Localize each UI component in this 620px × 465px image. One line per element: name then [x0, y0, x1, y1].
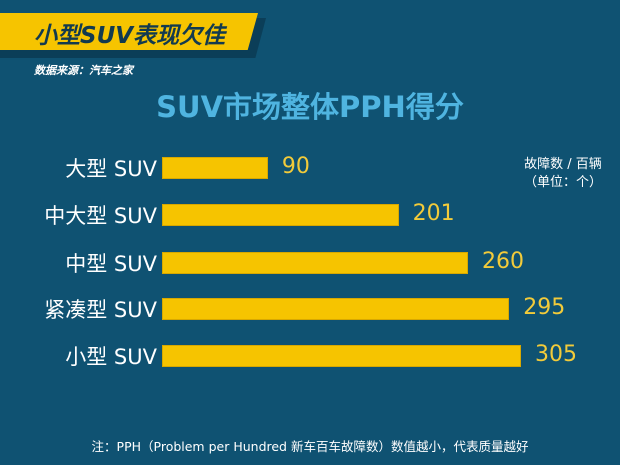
value-label: 305 — [535, 342, 577, 367]
data-source: 数据来源：汽车之家 — [34, 64, 133, 77]
bar — [162, 298, 510, 320]
value-label: 201 — [412, 201, 455, 226]
value-label: 295 — [523, 295, 566, 320]
bar — [162, 204, 399, 226]
bar-row: 中大型 SUV 201 — [0, 201, 620, 228]
category-label: 中大型 SUV — [44, 204, 157, 228]
bar — [162, 345, 521, 367]
unit-line-1: 故障数 / 百辆 — [524, 157, 602, 172]
bar-row: 紧凑型 SUV 295 — [0, 295, 620, 322]
title-banner — [0, 13, 258, 50]
bar — [162, 252, 469, 274]
bar-row: 大型 SUV 90 — [0, 154, 620, 181]
value-label: 90 — [281, 154, 310, 179]
bar — [162, 157, 268, 179]
category-label: 中型 SUV — [65, 252, 157, 276]
unit-line-2: （单位：个） — [523, 175, 602, 190]
unit-label: 故障数 / 百辆 （单位：个） — [524, 156, 602, 192]
category-label: 大型 SUV — [65, 157, 157, 181]
category-label: 紧凑型 SUV — [44, 298, 157, 322]
bar-row: 中型 SUV 260 — [0, 249, 620, 276]
bar-row: 小型 SUV 305 — [0, 342, 620, 369]
chart-title: SUV市场整体PPH得分 — [156, 90, 464, 124]
category-label: 小型 SUV — [65, 345, 157, 369]
headline: 小型SUV表现欠佳 — [34, 23, 226, 49]
footnote: 注：PPH（Problem per Hundred 新车百车故障数）数值越小，代… — [91, 439, 529, 454]
value-label: 260 — [482, 249, 525, 274]
